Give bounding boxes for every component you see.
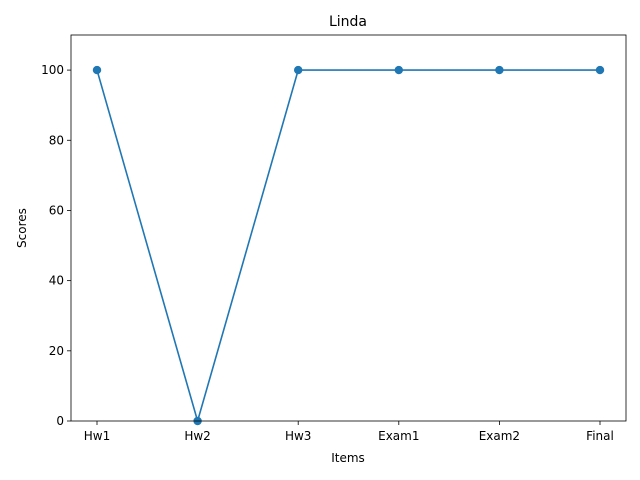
x-tick-label: Hw1 [84,429,110,443]
data-point [394,65,403,75]
x-tick-label: Exam1 [378,429,419,443]
data-point [495,65,504,75]
y-tick-label: 40 [49,274,64,288]
data-point [92,65,102,75]
x-axis-label: Items [331,451,365,465]
series-line [96,69,600,424]
axis-ticks: 0 20 40 60 80 100 Hw1 Hw2 Hw3 Exam1 Exam2 Final [41,63,614,443]
x-tick-label: Exam2 [479,429,520,443]
y-tick-label: 0 [56,414,64,428]
plot-frame [70,34,627,422]
series-layer [92,65,605,426]
y-tick-label: 60 [49,203,64,217]
y-tick-label: 100 [41,63,64,77]
x-tick-label: Hw2 [184,429,210,443]
chart-title: Linda [329,14,367,30]
x-tick-label: Final [586,429,614,443]
x-tick-label: Hw3 [285,429,311,443]
data-point [294,65,303,75]
y-axis-label: Scores [15,208,29,248]
data-point [595,65,605,75]
y-tick-label: 20 [49,344,64,358]
y-tick-label: 80 [49,133,64,147]
